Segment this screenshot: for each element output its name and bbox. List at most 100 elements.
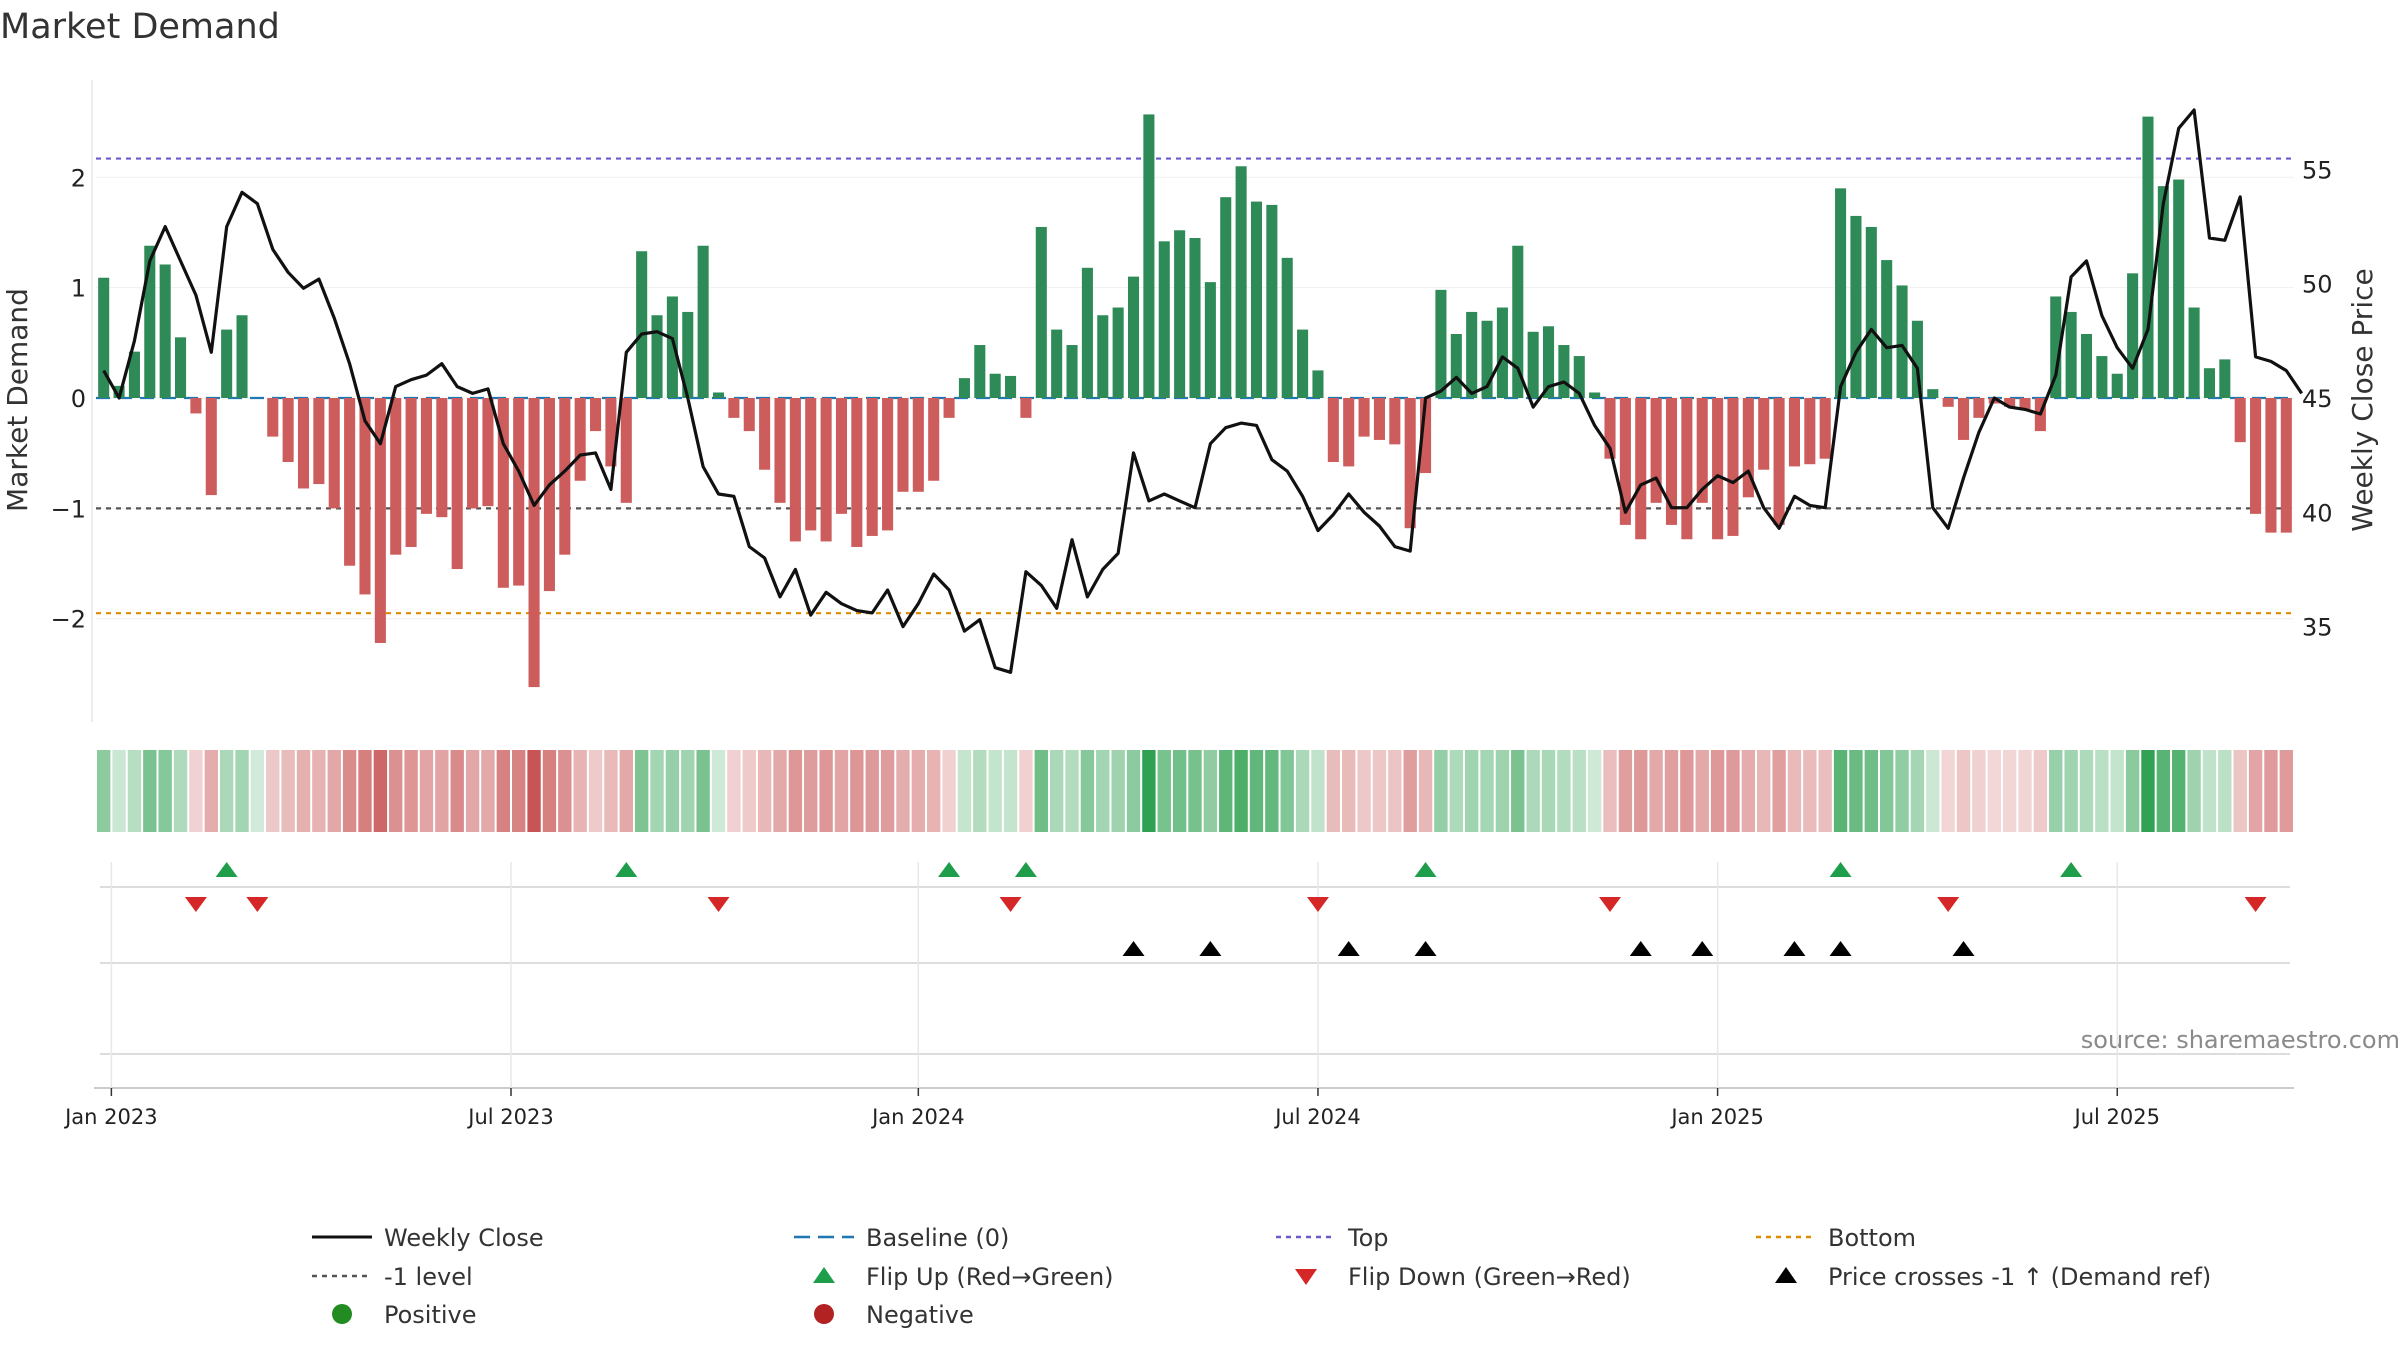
heat-cell-33 <box>604 750 618 832</box>
demand-bar-104 <box>1696 398 1708 503</box>
heat-cell-38 <box>681 750 695 832</box>
heat-cell-25 <box>481 750 495 832</box>
x-tick-label-0: Jan 2023 <box>63 1105 158 1129</box>
demand-bar-115 <box>1865 226 1877 398</box>
heat-cell-30 <box>558 750 572 832</box>
flip-down-marker-6 <box>1937 897 1960 912</box>
heat-cell-44 <box>773 750 787 832</box>
demand-bar-40 <box>712 392 725 398</box>
demand-bar-52 <box>897 398 909 492</box>
demand-bar-118 <box>1911 320 1923 398</box>
heat-cell-93 <box>1526 750 1540 832</box>
heat-cell-83 <box>1372 750 1387 832</box>
demand-bar-107 <box>1742 398 1754 498</box>
demand-bar-74 <box>1235 166 1247 398</box>
demand-bar-75 <box>1250 201 1263 398</box>
heat-cell-86 <box>1418 750 1433 832</box>
heat-cell-91 <box>1495 750 1510 832</box>
demand-bar-89 <box>1466 311 1478 398</box>
heat-cell-140 <box>2248 750 2263 832</box>
legend-symbol-6-shape <box>1295 1269 1317 1285</box>
demand-bar-3 <box>144 245 156 398</box>
heat-cell-57 <box>973 750 987 832</box>
heat-cell-56 <box>957 750 972 832</box>
heat-cell-35 <box>634 750 649 832</box>
demand-bars <box>98 114 2292 688</box>
heat-cell-55 <box>942 750 956 832</box>
heat-cell-20 <box>404 750 418 832</box>
heat-cell-51 <box>880 750 895 832</box>
heat-cell-109 <box>1772 750 1786 832</box>
demand-bar-135 <box>2173 179 2185 398</box>
flip-down-marker-2 <box>707 897 730 912</box>
chart-title: Market Demand <box>0 7 280 47</box>
demand-bar-68 <box>1143 114 1155 399</box>
left-axis-label: Market Demand <box>1 288 34 512</box>
demand-bar-87 <box>1435 289 1447 398</box>
heat-cell-43 <box>757 750 772 832</box>
heat-cell-126 <box>2033 750 2048 832</box>
demand-bar-58 <box>989 373 1001 398</box>
demand-bar-46 <box>805 398 817 531</box>
heat-cell-114 <box>1849 750 1863 832</box>
heat-cell-12 <box>281 750 295 832</box>
heat-cell-136 <box>2187 750 2201 832</box>
demand-bar-79 <box>1312 370 1324 398</box>
heat-cell-32 <box>588 750 603 832</box>
heat-cell-85 <box>1403 750 1417 832</box>
price-cross-marker-5 <box>1691 941 1714 956</box>
heat-cell-54 <box>927 750 941 832</box>
legend-label-1: Baseline (0) <box>866 1224 1009 1252</box>
heat-cell-108 <box>1757 750 1771 832</box>
heat-cell-84 <box>1388 750 1402 832</box>
demand-bar-41 <box>728 398 740 418</box>
demand-bar-7 <box>205 398 217 496</box>
demand-bar-83 <box>1373 398 1385 440</box>
heat-cell-142 <box>2279 750 2293 832</box>
demand-bar-77 <box>1281 257 1293 398</box>
price-cross-marker-6 <box>1783 941 1806 956</box>
heat-cell-37 <box>665 750 680 832</box>
heat-cell-63 <box>1065 750 1079 832</box>
demand-bar-134 <box>2157 186 2169 398</box>
heat-cell-53 <box>911 750 926 832</box>
demand-bar-141 <box>2265 398 2277 533</box>
left-tick-label-3: −1 <box>51 495 86 523</box>
demand-bar-128 <box>2065 311 2077 398</box>
heat-cell-45 <box>788 750 803 832</box>
demand-bar-80 <box>1327 398 1339 462</box>
demand-bar-45 <box>789 398 801 542</box>
heat-cell-9 <box>235 750 249 832</box>
heat-cell-107 <box>1741 750 1756 832</box>
heat-cell-29 <box>542 750 557 832</box>
heat-cell-104 <box>1695 750 1709 832</box>
heat-cell-2 <box>127 750 142 832</box>
demand-bar-102 <box>1665 398 1678 525</box>
price-cross-marker-7 <box>1829 941 1852 956</box>
right-tick-label-4: 35 <box>2302 614 2333 642</box>
heat-cell-134 <box>2156 750 2171 832</box>
demand-bar-112 <box>1819 398 1831 459</box>
heat-cell-125 <box>2018 750 2032 832</box>
demand-bar-71 <box>1189 238 1201 398</box>
heat-cell-3 <box>143 750 157 832</box>
demand-bar-70 <box>1174 230 1186 398</box>
demand-bar-25 <box>482 398 494 507</box>
heat-cell-135 <box>2172 750 2186 832</box>
demand-bar-137 <box>2203 368 2215 398</box>
demand-bar-93 <box>1527 331 1539 398</box>
right-tick-label-2: 45 <box>2302 385 2333 413</box>
flip-down-marker-4 <box>1306 897 1329 912</box>
heat-cell-119 <box>1926 750 1940 832</box>
legend-symbol-7 <box>1775 1267 1797 1283</box>
demand-bar-108 <box>1758 398 1770 470</box>
demand-bar-120 <box>1942 398 1954 407</box>
demand-bar-97 <box>1589 392 1601 398</box>
demand-bar-15 <box>328 398 340 509</box>
demand-bar-62 <box>1051 329 1063 398</box>
heat-cell-42 <box>742 750 756 832</box>
legend-label-3: Bottom <box>1828 1224 1916 1252</box>
heat-cell-94 <box>1541 750 1556 832</box>
price-cross-marker-8 <box>1952 941 1975 956</box>
heat-cell-112 <box>1818 750 1832 832</box>
